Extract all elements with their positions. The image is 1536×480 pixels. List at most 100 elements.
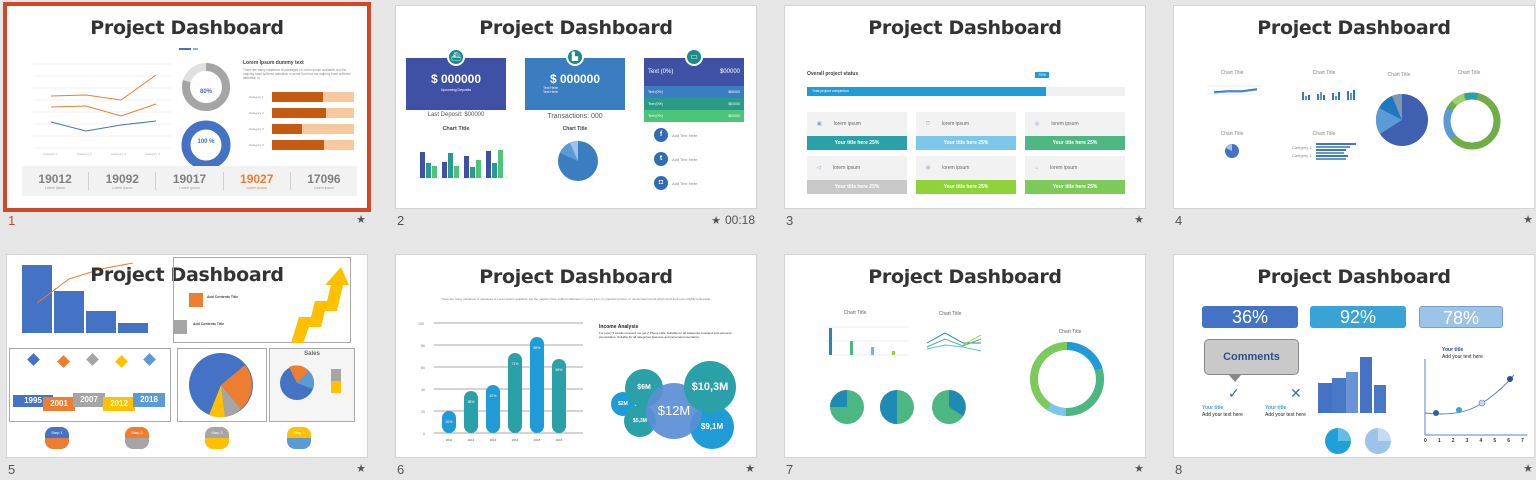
stats-bar: 19012 Lorem Ipsum 19092 Lorem Ipsum 19017 L… [22, 166, 357, 196]
comment-icon [173, 320, 187, 334]
mini-column-chart [825, 326, 909, 356]
donut-top-label: 80% [199, 89, 212, 95]
pie-chart [1375, 93, 1428, 146]
svg-text:60: 60 [421, 366, 425, 370]
hbar-1 [272, 92, 354, 102]
rounded-bar-chart: 100 80 60 40 20 0 20% 38% 42% 71% 85% 65% 2011 2012… [418, 322, 583, 442]
mini-bar-chart: Category 3 Category 1 [1292, 143, 1356, 160]
income-title: Income Analysis [599, 324, 639, 330]
donut-charts [181, 63, 231, 170]
slide-thumbnail-8[interactable]: Project Dashboard 36% 92% 78% Comments ✓… [1173, 254, 1535, 480]
title-underline [179, 48, 191, 50]
stat-item: 19012 Lorem Ipsum [22, 172, 90, 190]
mini-column-chart [1296, 90, 1358, 101]
slide-title: Project Dashboard [868, 17, 1062, 39]
slide-2-canvas[interactable]: Project Dashboard ⛴ $ 000000 Upcoming De… [395, 5, 757, 209]
star-icon[interactable]: ★ [356, 463, 366, 475]
slide-title: Project Dashboard [1257, 266, 1451, 288]
svg-text:Category 1: Category 1 [43, 152, 58, 156]
svg-text:Category 4: Category 4 [145, 152, 160, 156]
status-label: Overall project status [807, 71, 859, 77]
slide-1-canvas[interactable]: Project Dashboard Category 1 Category 2 Ca… [3, 2, 371, 212]
slide-thumbnail-6[interactable]: Project Dashboard There are many variati… [395, 254, 757, 480]
kpi-tile: ◁ lorem ipsum Your title here 25% [807, 156, 907, 194]
slide-title: Project Dashboard [1257, 17, 1451, 39]
star-icon[interactable]: ★ [1134, 463, 1144, 475]
slide-6-canvas[interactable]: Project Dashboard There are many variati… [395, 254, 757, 458]
star-icon[interactable]: ★ [745, 463, 755, 475]
slide-4-canvas[interactable]: Project Dashboard Chart Title Chart Titl… [1173, 5, 1535, 209]
card-icon: ▭ [685, 48, 703, 66]
svg-text:Category 2: Category 2 [77, 152, 92, 156]
slide-thumbnail-1[interactable]: Project Dashboard Category 1 Category 2 Ca… [3, 2, 371, 247]
slide-thumbnail-3[interactable]: Project Dashboard Overall project status… [784, 5, 1146, 247]
line-chart: Category 1 Category 2 Category 3 Category 4 [33, 63, 171, 156]
column-chart [416, 150, 508, 179]
slide-number: 7 [786, 462, 794, 477]
pie-chart [932, 390, 966, 424]
slide-5-canvas[interactable]: Project Dashboard Add Contents Title Add… [6, 254, 368, 458]
slide-title: Project Dashboard [90, 264, 284, 286]
svg-text:20%: 20% [445, 420, 452, 424]
facebook-icon[interactable]: f [654, 128, 668, 142]
hbar-4 [272, 140, 354, 150]
slide-number: 5 [8, 462, 16, 477]
column-chart [1318, 357, 1386, 413]
slide-timing: 00:18 [724, 213, 755, 227]
star-icon[interactable]: ★ [356, 214, 366, 226]
check-icon: ✓ [1228, 385, 1240, 401]
twitter-icon[interactable]: t [654, 152, 668, 166]
stat-item: 19092 Lorem Ipsum [89, 172, 157, 190]
star-icon[interactable]: ★ [1523, 214, 1533, 226]
hbar-2 [272, 108, 354, 118]
kpi-tile: ▣ lorem ipsum Your title here 25% [807, 112, 907, 150]
pie-chart [558, 141, 598, 181]
content-panel [173, 257, 351, 343]
intro-text: There are many variations of passages of… [441, 297, 711, 301]
svg-text:40: 40 [421, 388, 425, 392]
instagram-icon[interactable]: ◘ [654, 176, 668, 190]
slide-number: 4 [1175, 213, 1183, 228]
slide-3-canvas[interactable]: Project Dashboard Overall project status… [784, 5, 1146, 209]
pie-chart [830, 390, 864, 424]
stat-item: 19017 Lorem Ipsum [156, 172, 224, 190]
slide-number: 2 [397, 213, 405, 228]
slide-8-canvas[interactable]: Project Dashboard 36% 92% 78% Comments ✓… [1173, 254, 1535, 458]
hbar-3 [272, 124, 354, 134]
donut-bottom-label: 100 % [197, 139, 215, 145]
slide-thumbnail-7[interactable]: Project Dashboard Chart Title Chart Titl… [784, 254, 1146, 480]
slide-7-canvas[interactable]: Project Dashboard Chart Title Chart Titl… [784, 254, 1146, 458]
svg-text:100: 100 [418, 322, 424, 326]
cross-icon: ✕ [1290, 385, 1302, 401]
deposit-card: ⛴ $ 000000 Upcoming Deposits [406, 48, 506, 110]
stat-item: 17096 Lorem Ipsum [307, 172, 341, 190]
mini-pie-chart [1225, 144, 1239, 158]
star-icon[interactable]: ★ [1134, 214, 1144, 226]
slide-thumbnail-2[interactable]: Project Dashboard ⛴ $ 000000 Upcoming De… [395, 5, 757, 247]
slide-title: Project Dashboard [868, 266, 1062, 288]
svg-text:2011: 2011 [446, 438, 453, 442]
svg-text:65%: 65% [555, 368, 562, 372]
pie-icon [1365, 428, 1391, 454]
slide-thumbnail-5[interactable]: Project Dashboard Add Contents Title Add… [6, 254, 368, 480]
slide-thumbnail-4[interactable]: Project Dashboard Chart Title Chart Titl… [1173, 5, 1535, 247]
svg-text:0: 0 [423, 432, 425, 436]
factory-icon: ▙ [566, 48, 584, 66]
kpi-percent-1: 36% [1202, 306, 1298, 328]
pareto-chart [22, 262, 148, 333]
star-icon[interactable]: ★ [1523, 463, 1533, 475]
ship-icon: ⛴ [447, 48, 465, 66]
pie-chart [880, 390, 914, 424]
slide-number: 8 [1175, 462, 1183, 477]
last-deposit: Last Deposit: $00000 [427, 112, 485, 118]
slide-title: Project Dashboard [90, 17, 284, 39]
pie-chart [189, 353, 253, 418]
star-icon[interactable]: ★ [711, 214, 721, 227]
slide-number: 3 [786, 213, 794, 228]
growth-arrow [291, 267, 349, 343]
kpi-tile: ⊞ lorem ipsum Your title here 25% [916, 156, 1016, 194]
donut-chart [1443, 92, 1501, 150]
slide-title: Project Dashboard [479, 17, 673, 39]
